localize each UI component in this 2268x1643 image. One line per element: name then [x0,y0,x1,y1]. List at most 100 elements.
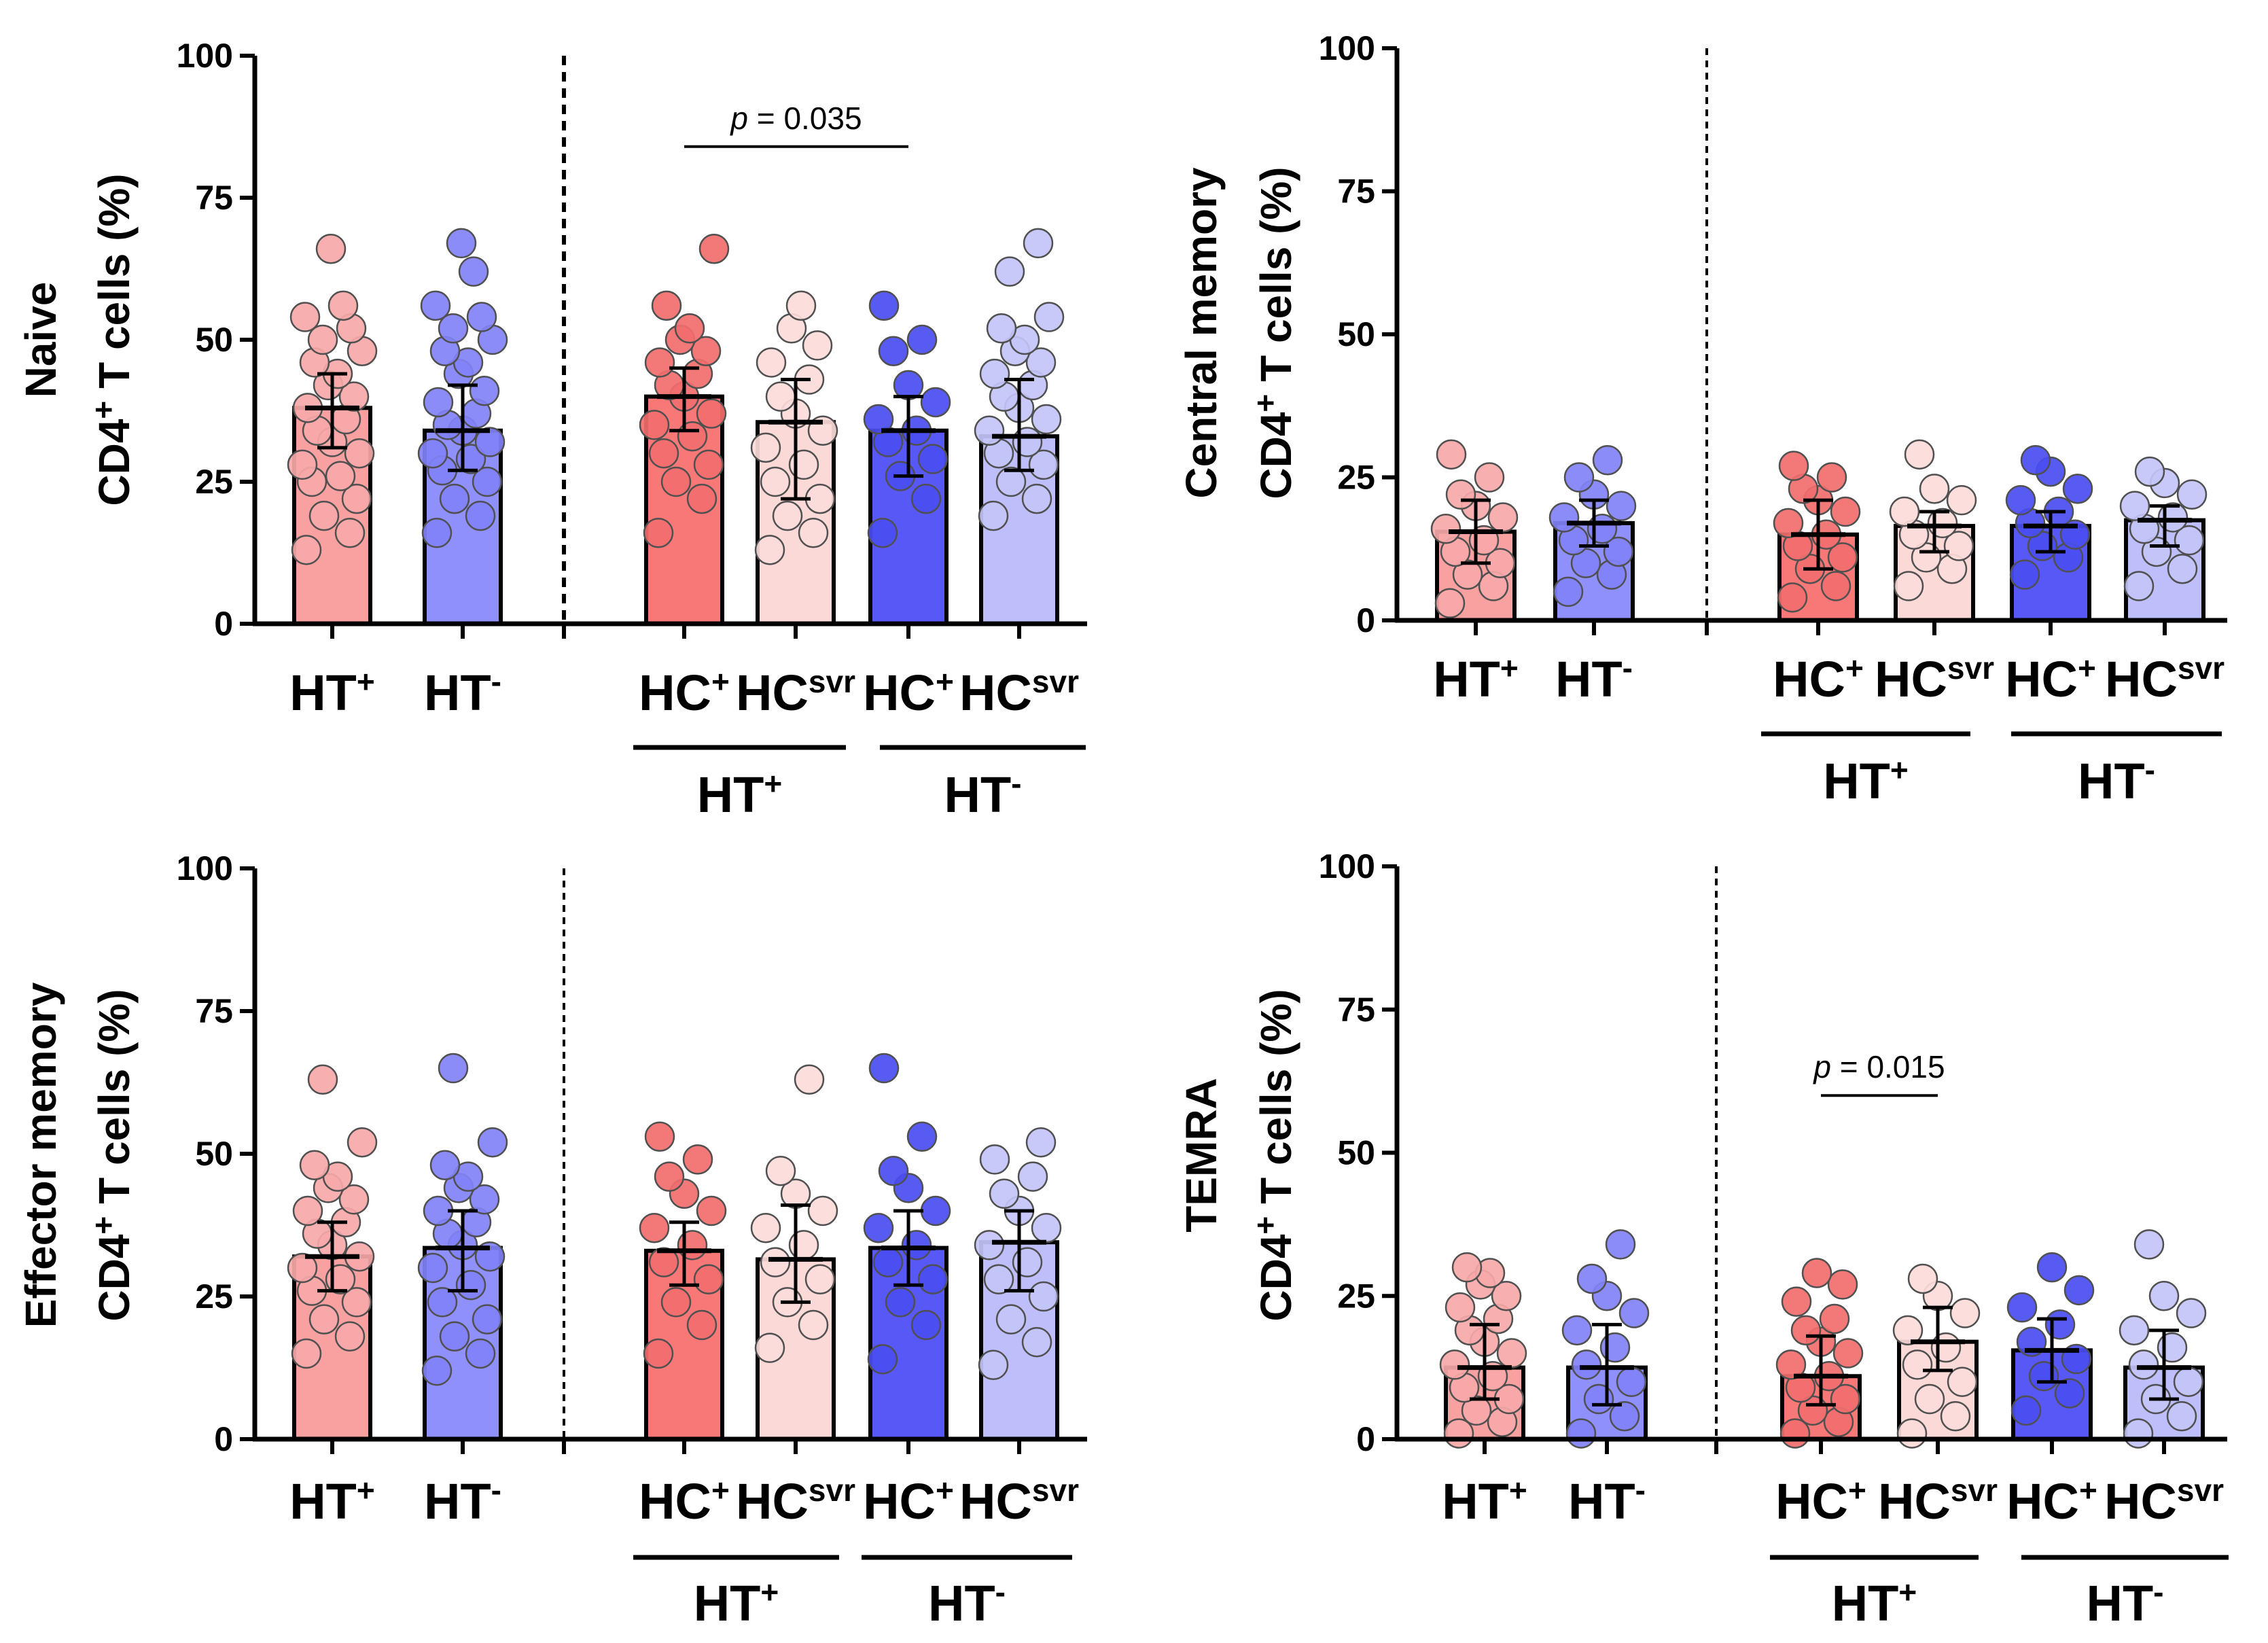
data-point [974,1230,1005,1260]
data-point [1616,1366,1647,1397]
category-label-3: HCsvr [736,664,855,721]
data-point [1801,1258,1832,1288]
data-point [1012,1247,1043,1277]
data-point [439,1321,470,1352]
data-point [2176,1298,2207,1328]
data-point [438,313,469,344]
data-point [458,256,489,287]
data-point [2128,1349,2159,1380]
category-label-1: HT- [424,664,501,721]
data-point [917,1264,949,1295]
data-point [308,500,340,531]
data-point [1028,449,1059,480]
p-value-label: p = 0.035 [729,101,862,136]
data-point [1781,1286,1812,1317]
data-point [1893,571,1924,601]
data-point [677,1230,708,1260]
data-point [2173,1366,2204,1397]
category-label-1: HT- [1568,1472,1646,1530]
data-point [639,1212,670,1243]
data-point [917,444,949,474]
data-point [2036,1252,2068,1283]
data-point [995,1304,1027,1335]
data-point [1832,1338,1864,1368]
data-point [686,483,717,514]
data-point [807,1195,838,1226]
data-point [974,415,1005,446]
data-point [1904,439,1935,470]
data-point [477,1127,508,1158]
data-point [299,1150,330,1181]
data-point [307,324,338,355]
data-point [1609,1401,1640,1432]
data-point [2028,1361,2059,1392]
data-point [750,432,781,463]
data-point [885,1287,916,1318]
data-point [648,1247,679,1277]
data-point [878,336,909,366]
data-point [1553,576,1584,607]
category-label-3: HCsvr [736,1472,855,1530]
category-label-5: HCsvr [2104,1472,2224,1530]
data-point [2148,1281,2180,1311]
data-point [1487,502,1519,533]
data-point [2123,1418,2154,1449]
data-point [2044,1309,2076,1340]
category-label-0: HT+ [289,1472,375,1530]
data-point [2176,479,2208,510]
data-point [1561,1315,1593,1346]
data-point [995,466,1027,497]
y-tick-label: 50 [1337,315,1375,353]
group-label-0: HT+ [1832,1574,1917,1631]
data-point [1491,1281,1522,1311]
data-point [994,256,1025,287]
data-point [2119,1315,2150,1346]
data-point [1919,474,1950,504]
data-point [325,461,356,491]
y-tick-label: 50 [195,321,233,359]
data-point [756,347,787,378]
data-point [1587,514,1618,544]
data-point [872,1247,904,1277]
data-point [788,449,819,480]
data-point [906,1121,938,1152]
data-point [1028,1281,1059,1312]
data-point [772,500,803,531]
data-point [341,1287,372,1318]
data-point [1943,531,1974,561]
data-point [287,449,318,480]
data-point [1775,1349,1807,1380]
data-point [315,233,347,264]
data-point [334,517,366,548]
data-point [307,1064,338,1095]
data-point [420,290,451,321]
data-point [1548,502,1580,533]
category-label-2: HC+ [1773,650,1864,707]
data-point [696,1195,727,1226]
data-point [1603,536,1634,567]
data-point [1474,462,1505,493]
y-tick-label: 0 [1356,1420,1375,1458]
data-point [1023,228,1054,259]
category-label-4: HC+ [2005,650,2096,707]
data-point [802,330,833,361]
data-point [983,1264,1014,1295]
y-tick-label: 25 [195,1277,233,1315]
data-point [920,387,951,418]
group-label-1: HT- [928,1574,1006,1631]
y-axis-label-line2: CD4+ T cells (%) [1247,166,1300,499]
data-point [1902,1349,1933,1380]
data-point [785,290,817,321]
data-point [868,290,900,321]
data-point [1892,1315,1924,1346]
data-point [643,517,674,548]
chart-panel-temra: TEMRA CD4+ T cells (%) 0 25 50 75 100 HT+ HT- HC+… [1177,847,2229,1631]
data-point [334,1321,366,1352]
data-point [1033,302,1065,332]
group-label-0: HT+ [1823,752,1909,809]
data-point [979,1144,1010,1175]
data-point [910,483,942,514]
category-label-0: HT+ [289,664,375,721]
data-point [1021,483,1052,514]
